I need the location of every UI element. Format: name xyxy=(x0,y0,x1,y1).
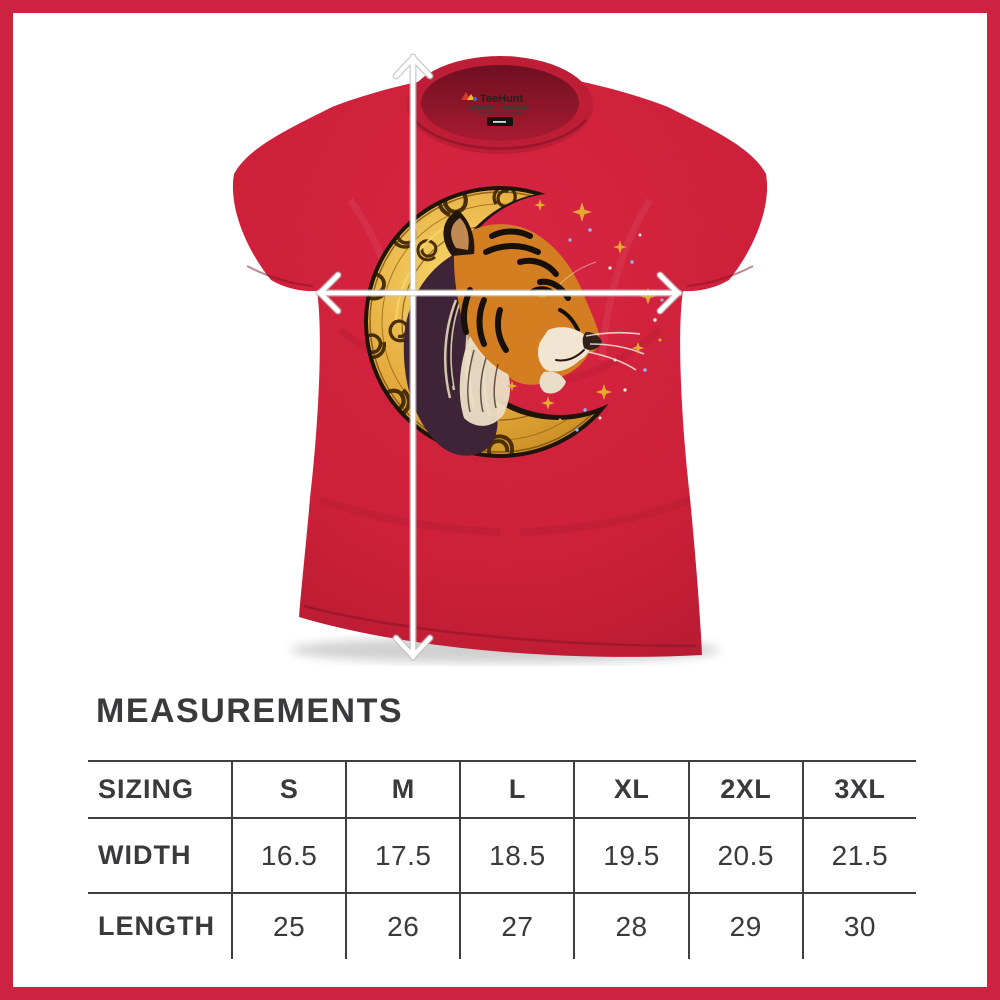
size-chip xyxy=(487,117,513,126)
column-header-sizing: SIZING xyxy=(98,774,195,804)
brand-logo-icon xyxy=(461,92,477,101)
width-l: 18.5 xyxy=(459,819,573,892)
width-3xl: 21.5 xyxy=(801,819,916,892)
hem-stitching xyxy=(246,265,754,648)
column-header-xl: XL xyxy=(573,762,687,817)
length-xl: 28 xyxy=(573,894,687,959)
width-2xl: 20.5 xyxy=(687,819,802,892)
length-s: 25 xyxy=(231,894,345,959)
column-header-l: L xyxy=(459,762,573,817)
measurements-heading: MEASUREMENTS xyxy=(96,692,404,730)
product-photo: TeeHunt xyxy=(232,53,768,663)
star-dust xyxy=(558,228,664,432)
length-m: 26 xyxy=(345,894,459,959)
care-print xyxy=(468,106,530,115)
table-header-row: SIZING S M L XL 2XL 3XL xyxy=(88,762,916,819)
width-xl: 19.5 xyxy=(573,819,687,892)
width-s: 16.5 xyxy=(231,819,345,892)
table-row-length: LENGTH 25 26 27 28 29 30 xyxy=(88,894,916,959)
tiger-moon-design xyxy=(355,183,664,464)
length-3xl: 30 xyxy=(801,894,916,959)
column-header-s: S xyxy=(231,762,345,817)
table-row-width: WIDTH 16.5 17.5 18.5 19.5 20.5 21.5 xyxy=(88,819,916,894)
length-arrow xyxy=(392,53,434,661)
width-m: 17.5 xyxy=(345,819,459,892)
column-header-m: M xyxy=(345,762,459,817)
length-l: 27 xyxy=(459,894,573,959)
collar xyxy=(407,56,593,154)
length-2xl: 29 xyxy=(687,894,802,959)
row-label-width: WIDTH xyxy=(98,840,192,870)
row-label-length: LENGTH xyxy=(98,911,215,941)
brand-tag: TeeHunt xyxy=(461,92,530,126)
brand-name: TeeHunt xyxy=(480,93,524,105)
size-table: SIZING S M L XL 2XL 3XL WIDTH 16.5 17.5 … xyxy=(88,760,916,959)
column-header-3xl: 3XL xyxy=(801,762,916,817)
column-header-2xl: 2XL xyxy=(687,762,802,817)
width-arrow xyxy=(315,271,683,315)
